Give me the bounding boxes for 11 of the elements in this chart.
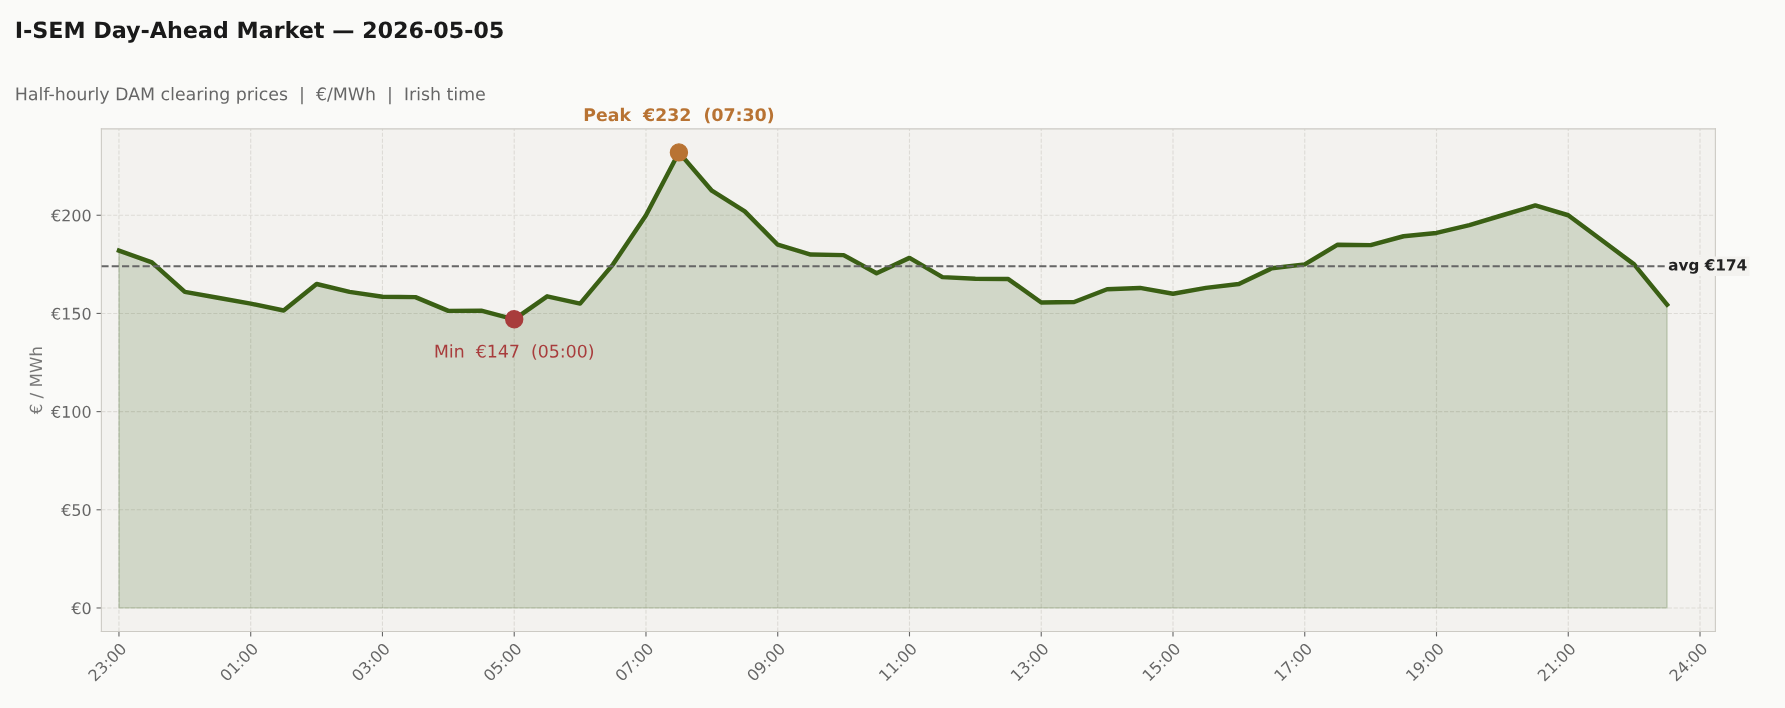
ref-line-label: avg €174 <box>1668 259 1747 274</box>
y-tick-label: €100 <box>51 405 91 418</box>
chart-title: I-SEM Day-Ahead Market — 2026-05-05 <box>16 21 503 43</box>
y-tick-label: €0 <box>71 602 91 615</box>
y-axis-title: € / MWh <box>29 347 44 415</box>
chart-subtitle: Half-hourly DAM clearing prices | €/MWh | Irish time <box>16 86 485 105</box>
y-tick-label: €200 <box>51 209 91 222</box>
y-tick-label: €50 <box>61 504 91 517</box>
annotation: Min €147 (05:00) <box>435 344 594 360</box>
annotation: Peak €232 (07:30) <box>584 107 774 124</box>
y-tick-label: €150 <box>51 307 91 320</box>
